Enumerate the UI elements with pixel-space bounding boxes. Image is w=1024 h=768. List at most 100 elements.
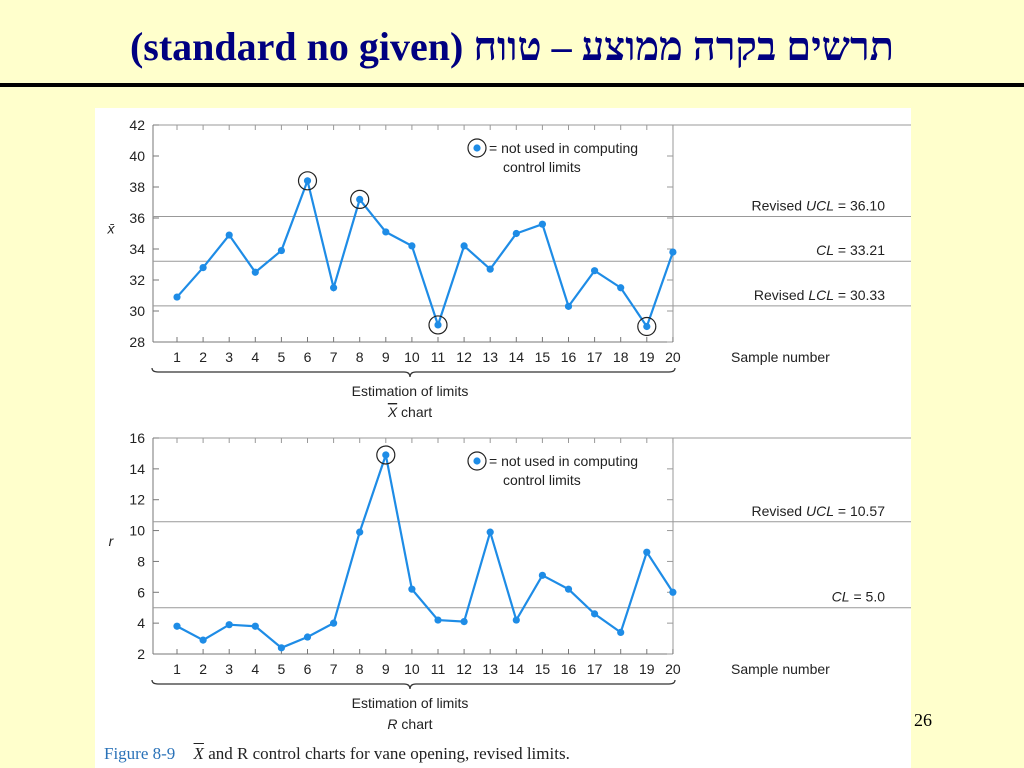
data-point: [486, 528, 494, 536]
data-point: [512, 616, 520, 624]
data-point: [225, 231, 233, 239]
excluded-point-ring: [350, 189, 370, 210]
y-tick-label: 28: [129, 334, 145, 350]
x-tick-label: 9: [382, 661, 390, 677]
excluded-point-ring: [376, 445, 396, 465]
x-tick-label: 12: [456, 349, 472, 365]
legend-text-line1: = not used in computing: [489, 140, 638, 156]
figure-caption: Figure 8-9 X and R control charts for va…: [104, 742, 570, 766]
data-point: [538, 571, 546, 579]
x-tick-label: 10: [404, 349, 420, 365]
data-point: [173, 622, 181, 630]
x-tick-label: 16: [561, 661, 577, 677]
data-point: [617, 284, 625, 292]
data-point: [460, 618, 468, 626]
data-point: [303, 177, 312, 185]
data-point: [199, 264, 207, 272]
series-line: [176, 450, 674, 650]
x-tick-label: 15: [535, 349, 551, 365]
x-tick-label: 1: [173, 349, 181, 365]
estimation-brace: [151, 679, 676, 690]
y-tick-label: 34: [129, 241, 145, 257]
series-line: [176, 177, 674, 329]
y-tick-label: 38: [129, 179, 145, 195]
caption-xbar-symbol: X: [193, 744, 204, 763]
page-number: 26: [914, 710, 932, 730]
data-point: [251, 622, 259, 630]
data-point: [617, 628, 625, 637]
data-point: [564, 302, 573, 310]
caption-label: Figure 8-9: [104, 744, 176, 763]
x-tick-label: 14: [509, 349, 525, 365]
brace-label-line2: R chart: [387, 716, 432, 732]
legend-text-line2: control limits: [503, 159, 581, 175]
ucl-label: Revised UCL = 10.57: [752, 503, 886, 519]
data-point: [512, 229, 520, 238]
y-axis-label: x̄: [107, 221, 116, 237]
legend-dot: [473, 457, 481, 465]
y-axis-label: r: [109, 533, 115, 549]
data-point: [225, 621, 233, 629]
data-point: [356, 528, 364, 536]
x-tick-label: 3: [225, 661, 233, 677]
x-tick-label: 11: [431, 661, 446, 677]
x-tick-label: 16: [561, 349, 577, 365]
y-tick-label: 16: [129, 430, 145, 446]
excluded-point-ring: [428, 315, 448, 335]
data-point: [303, 633, 312, 641]
data-point: [277, 246, 285, 255]
data-point: [277, 644, 285, 652]
y-tick-label: 4: [137, 615, 145, 631]
y-tick-label: 40: [129, 148, 145, 164]
x-tick-label: 19: [639, 349, 655, 365]
data-point: [486, 265, 494, 273]
x-tick-label: 6: [304, 661, 312, 677]
data-point: [460, 242, 468, 250]
y-tick-label: 10: [129, 523, 145, 539]
y-tick-label: 42: [129, 117, 145, 133]
x-tick-label: 8: [356, 661, 364, 677]
data-point: [669, 248, 677, 256]
legend-ring: [467, 451, 487, 471]
x-tick-label: 6: [304, 349, 312, 365]
y-tick-label: 2: [137, 646, 145, 662]
y-tick-label: 14: [129, 461, 145, 477]
y-tick-label: 8: [137, 553, 145, 569]
x-tick-label: 17: [587, 661, 603, 677]
data-point: [591, 610, 599, 618]
x-tick-label: 9: [382, 349, 390, 365]
x-tick-label: 4: [251, 661, 259, 677]
x-tick-label: 4: [251, 349, 259, 365]
data-point: [434, 321, 442, 329]
data-point: [643, 322, 651, 331]
ucl-label: Revised UCL = 36.10: [752, 197, 886, 213]
excluded-point-ring: [637, 316, 657, 337]
brace-label-line2: X chart: [387, 404, 432, 420]
estimation-brace: [151, 367, 676, 378]
y-tick-label: 12: [129, 492, 145, 508]
data-point: [564, 585, 573, 593]
legend-dot: [473, 144, 481, 152]
y-tick-label: 32: [129, 272, 145, 288]
legend-ring: [467, 138, 487, 158]
x-axis-label: Sample number: [731, 349, 830, 365]
x-tick-label: 5: [278, 349, 286, 365]
brace-label-line1: Estimation of limits: [352, 383, 469, 399]
x-tick-label: 13: [482, 661, 498, 677]
x-tick-label: 2: [199, 661, 207, 677]
title-divider: [0, 83, 1024, 87]
data-point: [356, 195, 364, 203]
data-point: [643, 548, 651, 556]
x-tick-label: 12: [456, 661, 472, 677]
caption-text: and R control charts for vane opening, r…: [208, 744, 570, 763]
cl-label: CL = 5.0: [832, 589, 886, 605]
data-point: [669, 588, 677, 596]
x-tick-label: 11: [431, 349, 446, 365]
data-point: [434, 616, 442, 624]
x-tick-label: 14: [509, 661, 525, 677]
data-point: [251, 268, 259, 276]
data-point: [408, 242, 416, 250]
